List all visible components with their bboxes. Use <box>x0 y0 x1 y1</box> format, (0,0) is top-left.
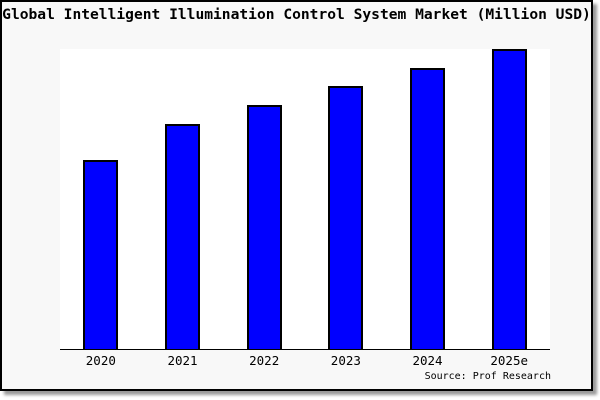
bar-slot <box>468 49 550 349</box>
chart-title: Global Intelligent Illumination Control … <box>2 6 591 23</box>
chart-figure: Global Intelligent Illumination Control … <box>0 0 593 391</box>
bar-slot <box>223 49 305 349</box>
bar-2021 <box>165 124 200 349</box>
bar-slot <box>305 49 387 349</box>
x-tick-label-2024: 2024 <box>412 353 443 368</box>
x-tick-label-2023: 2023 <box>330 353 361 368</box>
bar-slot <box>60 49 142 349</box>
bar-2022 <box>246 105 282 349</box>
x-tick-label-2020: 2020 <box>85 353 116 368</box>
bar-2024 <box>410 68 446 349</box>
x-axis-labels: 2020 2021 2022 2023 2024 2025e <box>60 353 550 368</box>
source-text: Source: Prof Research <box>424 371 551 382</box>
bar-2023 <box>328 86 364 349</box>
bar-slot <box>387 49 469 349</box>
bar-slot <box>142 49 224 349</box>
x-tick-label-2021: 2021 <box>167 353 198 368</box>
bars-container <box>60 49 550 349</box>
bar-2020 <box>83 160 119 349</box>
bar-2025e <box>491 49 527 349</box>
x-tick-label-2022: 2022 <box>249 353 280 368</box>
plot-area <box>60 49 550 350</box>
x-tick-label-2025e: 2025e <box>490 353 529 368</box>
